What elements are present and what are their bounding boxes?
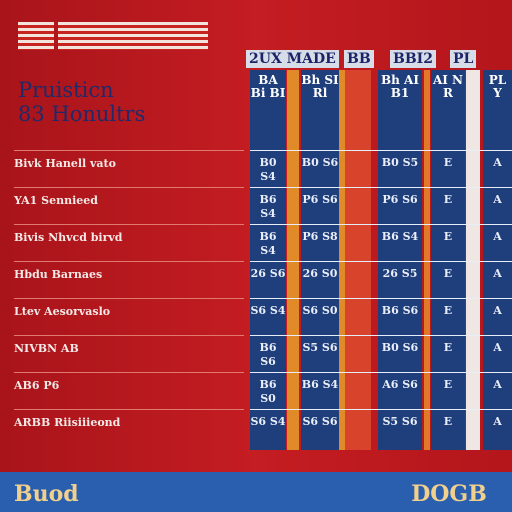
table-cell: E (443, 378, 453, 391)
row-label: ARBB Riisiiieond (14, 409, 244, 446)
row-divider (250, 224, 512, 225)
table-cell: B6 S6 (259, 341, 277, 368)
table-cell: B0 S6 (381, 341, 419, 354)
table-cell: S6 S4 (250, 415, 286, 428)
top-label: BBI2 (390, 50, 436, 68)
top-label: BB (344, 50, 374, 68)
red-column (345, 70, 371, 450)
table-cell: S6 S4 (250, 304, 286, 317)
table-column (250, 70, 286, 450)
table-cell: A (493, 267, 502, 280)
table-column (301, 70, 339, 450)
top-label: 2UX MADE (246, 50, 339, 68)
table-cell: A (493, 230, 502, 243)
table-cell: S5 S6 (302, 341, 338, 354)
row-label: Hbdu Barnaes (14, 261, 244, 298)
table-cell: 26 S6 (250, 267, 286, 280)
table-cell: E (443, 156, 453, 169)
flag-icon (18, 22, 54, 50)
column-header: Bh AI B1 (381, 73, 419, 100)
table-cell: B0 S5 (381, 156, 419, 169)
row-label: NIVBN AB (14, 335, 244, 372)
table-cell: A (493, 304, 502, 317)
table-cell: A6 S6 (382, 378, 418, 391)
row-divider (250, 409, 512, 410)
orange-stripe (339, 70, 345, 450)
row-label: Bivk Hanell vato (14, 150, 244, 187)
table-cell: A (493, 156, 502, 169)
column-header: Bh SI Rl (301, 73, 339, 100)
table-cell: A (493, 415, 502, 428)
column-header: AI N R (432, 73, 464, 100)
table-cell: E (443, 304, 453, 317)
table-cell: P6 S6 (382, 193, 418, 206)
table-cell: B6 S4 (381, 230, 419, 243)
table-cell: B6 S4 (301, 378, 339, 391)
orange-stripe (424, 70, 430, 450)
table-column (378, 70, 422, 450)
table-cell: A (493, 341, 502, 354)
row-divider (250, 335, 512, 336)
table-cell: P6 S8 (302, 230, 338, 243)
table-cell: 26 S0 (302, 267, 338, 280)
banner-stripes (58, 22, 208, 50)
table-cell: E (443, 341, 453, 354)
table-cell: 26 S5 (382, 267, 418, 280)
table-cell: A (493, 378, 502, 391)
footer-left: Buod (0, 472, 394, 512)
column-header: BA Bi BI (250, 73, 286, 100)
table-cell: B0 S6 (301, 156, 339, 169)
table-cell: B6 S6 (381, 304, 419, 317)
footer-right: DOGB (386, 472, 512, 512)
row-divider (250, 150, 512, 151)
row-divider (250, 261, 512, 262)
orange-stripe (287, 70, 299, 450)
table-cell: E (443, 230, 453, 243)
row-divider (250, 298, 512, 299)
table-cell: S6 S6 (302, 415, 338, 428)
table-cell: E (443, 415, 453, 428)
table-cell: B0 S4 (259, 156, 277, 183)
table-cell: P6 S6 (302, 193, 338, 206)
table-cell: S6 S0 (302, 304, 338, 317)
row-divider (250, 372, 512, 373)
row-divider (250, 187, 512, 188)
table-cell: B6 S0 (259, 378, 277, 405)
table-column (483, 70, 512, 450)
title-line: Pruisticn (18, 78, 114, 102)
table-cell: A (493, 193, 502, 206)
table-cell: S5 S6 (382, 415, 418, 428)
row-label: Ltev Aesorvaslo (14, 298, 244, 335)
top-label: PL (450, 50, 477, 68)
column-header: PL Y (488, 73, 507, 100)
white-stripe (466, 70, 480, 450)
table-cell: B6 S4 (259, 193, 277, 220)
row-label: AB6 P6 (14, 372, 244, 409)
table-cell: E (443, 193, 453, 206)
title-line: 83 Honultrs (18, 102, 146, 126)
table-cell: B6 S4 (259, 230, 277, 257)
row-label: Bivis Nhvcd birvd (14, 224, 244, 261)
table-cell: E (443, 267, 453, 280)
table-column (431, 70, 465, 450)
row-label: YA1 Sennieed (14, 187, 244, 224)
